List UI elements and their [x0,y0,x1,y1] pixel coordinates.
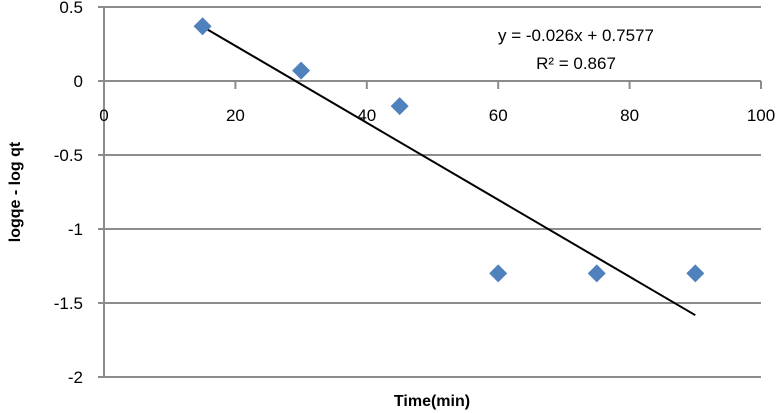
x-tick-label: 60 [489,106,508,125]
x-tick-label: 100 [747,106,775,125]
y-tick-label: -0.5 [54,146,83,165]
r-squared-label: R² = 0.867 [536,54,616,73]
diamond-marker [587,264,606,283]
y-tick-label: 0 [74,72,83,91]
x-tick-label: 0 [99,106,108,125]
gridlines [98,6,761,378]
x-axis-title: Time(min) [394,393,470,410]
x-axis-ticks: 0 20 40 60 80 100 [99,106,775,125]
x-tick-label: 80 [620,106,639,125]
y-tick-label: 0.5 [59,0,83,17]
y-tick-label: -1 [68,220,83,239]
x-tick-label: 20 [226,106,245,125]
diamond-marker [489,264,508,283]
y-axis-title: logqe - log qt [7,141,24,242]
y-tick-label: -2 [68,368,83,387]
axes [103,7,762,377]
diamond-marker [390,97,409,116]
data-points [193,17,705,283]
y-axis-ticks: 0.5 0 -0.5 -1 -1.5 -2 [54,0,83,387]
diamond-marker [292,61,311,80]
trendline-equation: y = -0.026x + 0.7577 [498,26,654,45]
trendline-path [202,25,696,317]
diamond-marker [193,17,212,36]
y-tick-label: -1.5 [54,294,83,313]
trendline [202,25,696,317]
diamond-marker [686,264,705,283]
